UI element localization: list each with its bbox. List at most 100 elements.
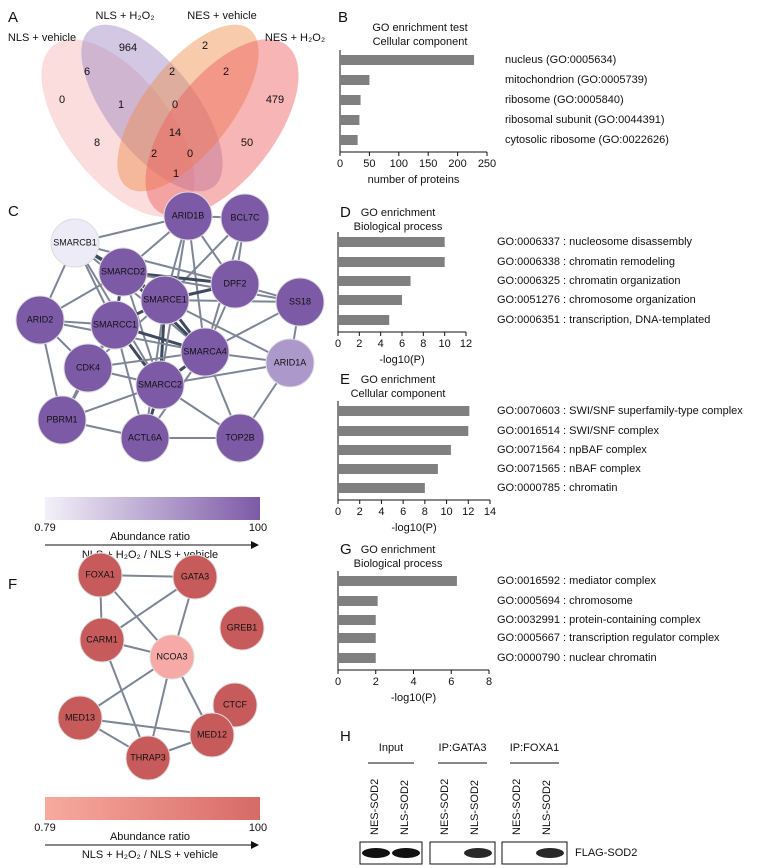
venn-count: 2 bbox=[223, 66, 229, 78]
chart-subtitle: Biological process bbox=[354, 221, 443, 233]
bar bbox=[338, 633, 376, 643]
blot-band bbox=[392, 848, 420, 858]
x-tick-label: 50 bbox=[363, 158, 375, 170]
network-node bbox=[77, 552, 123, 598]
panel-letter: G bbox=[340, 541, 352, 558]
node-label: ACTL6A bbox=[128, 432, 162, 442]
x-tick-label: 4 bbox=[410, 676, 416, 688]
venn-set bbox=[41, 39, 195, 217]
category-label: GO:0016514 : SWI/SNF complex bbox=[497, 425, 660, 437]
chart-title: GO enrichment test bbox=[372, 22, 467, 34]
x-tick-label: 4 bbox=[378, 338, 384, 350]
network-node bbox=[210, 259, 260, 309]
category-label: ribosomal subunit (GO:0044391) bbox=[505, 114, 665, 126]
bar bbox=[338, 406, 470, 416]
bar bbox=[338, 295, 402, 305]
x-tick-label: 8 bbox=[486, 676, 492, 688]
bar bbox=[338, 445, 451, 455]
x-tick-label: 4 bbox=[378, 506, 384, 518]
network-node bbox=[37, 395, 87, 445]
colorbar-min: 0.79 bbox=[34, 822, 55, 834]
blot bbox=[429, 841, 496, 865]
chart-title: GO enrichment bbox=[361, 544, 436, 556]
blot-band bbox=[464, 848, 492, 858]
panel-letter: E bbox=[340, 371, 350, 388]
x-tick-label: 2 bbox=[357, 506, 363, 518]
x-axis-label: number of proteins bbox=[368, 174, 460, 186]
lane-label: NES-SOD2 bbox=[369, 779, 381, 835]
colorbar-max: 100 bbox=[249, 522, 267, 534]
venn-count: 1 bbox=[173, 168, 179, 180]
network-node bbox=[172, 554, 218, 600]
venn-set bbox=[81, 24, 223, 192]
venn-count: 6 bbox=[84, 66, 90, 78]
node-label: NCOA3 bbox=[156, 651, 187, 661]
colorbar-label: Abundance ratio bbox=[110, 531, 190, 543]
chart-title: GO enrichment bbox=[361, 207, 436, 219]
panel-letter: F bbox=[8, 576, 17, 593]
x-tick-label: 12 bbox=[462, 506, 474, 518]
colorbar bbox=[45, 497, 260, 520]
venn-count: 14 bbox=[169, 127, 181, 139]
node-label: ARID1B bbox=[172, 210, 205, 220]
panel-letter: C bbox=[8, 203, 19, 220]
blot-band bbox=[536, 848, 564, 858]
lane-label: NES-SOD2 bbox=[511, 779, 523, 835]
network-node bbox=[120, 413, 170, 463]
category-label: GO:0070603 : SWI/SNF superfamily-type co… bbox=[497, 405, 743, 417]
venn-count: 8 bbox=[94, 137, 100, 149]
band-label: FLAG-SOD2 bbox=[575, 847, 637, 859]
x-tick-label: 10 bbox=[440, 506, 452, 518]
venn-count: 479 bbox=[266, 94, 284, 106]
x-tick-label: 0 bbox=[337, 158, 343, 170]
category-label: GO:0006338 : chromatin remodeling bbox=[497, 256, 675, 268]
node-label: SMARCB1 bbox=[53, 237, 97, 247]
venn-label: NLS + vehicle bbox=[8, 32, 76, 44]
node-label: SMARCC1 bbox=[93, 319, 137, 329]
node-label: SMARCC2 bbox=[138, 379, 182, 389]
venn-count: 0 bbox=[59, 94, 65, 106]
venn-set bbox=[117, 24, 259, 192]
category-label: GO:0000790 : nuclear chromatin bbox=[497, 652, 657, 664]
node-label: SS18 bbox=[289, 296, 311, 306]
venn-count: 1 bbox=[118, 99, 124, 111]
category-label: nucleus (GO:0005634) bbox=[505, 54, 616, 66]
bar bbox=[340, 135, 358, 145]
bar bbox=[338, 615, 376, 625]
bar bbox=[340, 55, 475, 65]
node-label: GATA3 bbox=[181, 571, 209, 581]
network-node bbox=[140, 275, 190, 325]
venn-label: NES + H₂O₂ bbox=[265, 32, 325, 44]
chart-title: GO enrichment bbox=[361, 374, 436, 386]
lane-label: NES-SOD2 bbox=[439, 779, 451, 835]
bar bbox=[338, 464, 438, 474]
venn-count: 0 bbox=[172, 99, 178, 111]
node-label: FOXA1 bbox=[85, 569, 115, 579]
bar bbox=[338, 276, 411, 286]
node-label: ARID1A bbox=[274, 357, 307, 367]
category-label: GO:0005694 : chromosome bbox=[497, 595, 633, 607]
x-tick-label: 250 bbox=[478, 158, 496, 170]
panel-letter: B bbox=[338, 9, 348, 26]
category-label: GO:0006337 : nucleosome disassembly bbox=[497, 236, 693, 248]
network-node bbox=[15, 295, 65, 345]
bar bbox=[340, 95, 361, 105]
x-axis-label: -log10(P) bbox=[379, 354, 424, 366]
group-label: Input bbox=[379, 742, 403, 754]
colorbar bbox=[45, 797, 260, 820]
x-tick-label: 6 bbox=[399, 338, 405, 350]
venn-count: 2 bbox=[169, 66, 175, 78]
node-label: BCL7C bbox=[230, 212, 260, 222]
node-label: SMARCA4 bbox=[183, 346, 227, 356]
x-tick-label: 12 bbox=[460, 338, 472, 350]
venn-count: 2 bbox=[202, 40, 208, 52]
node-label: GREB1 bbox=[227, 622, 258, 632]
network-node bbox=[220, 193, 270, 243]
category-label: GO:0071565 : nBAF complex bbox=[497, 463, 641, 475]
venn-count: 50 bbox=[241, 137, 253, 149]
network-node bbox=[189, 712, 235, 758]
node-label: ARID2 bbox=[27, 314, 54, 324]
network-node bbox=[163, 191, 213, 241]
lane-label: NLS-SOD2 bbox=[541, 780, 553, 835]
blot bbox=[359, 841, 423, 865]
